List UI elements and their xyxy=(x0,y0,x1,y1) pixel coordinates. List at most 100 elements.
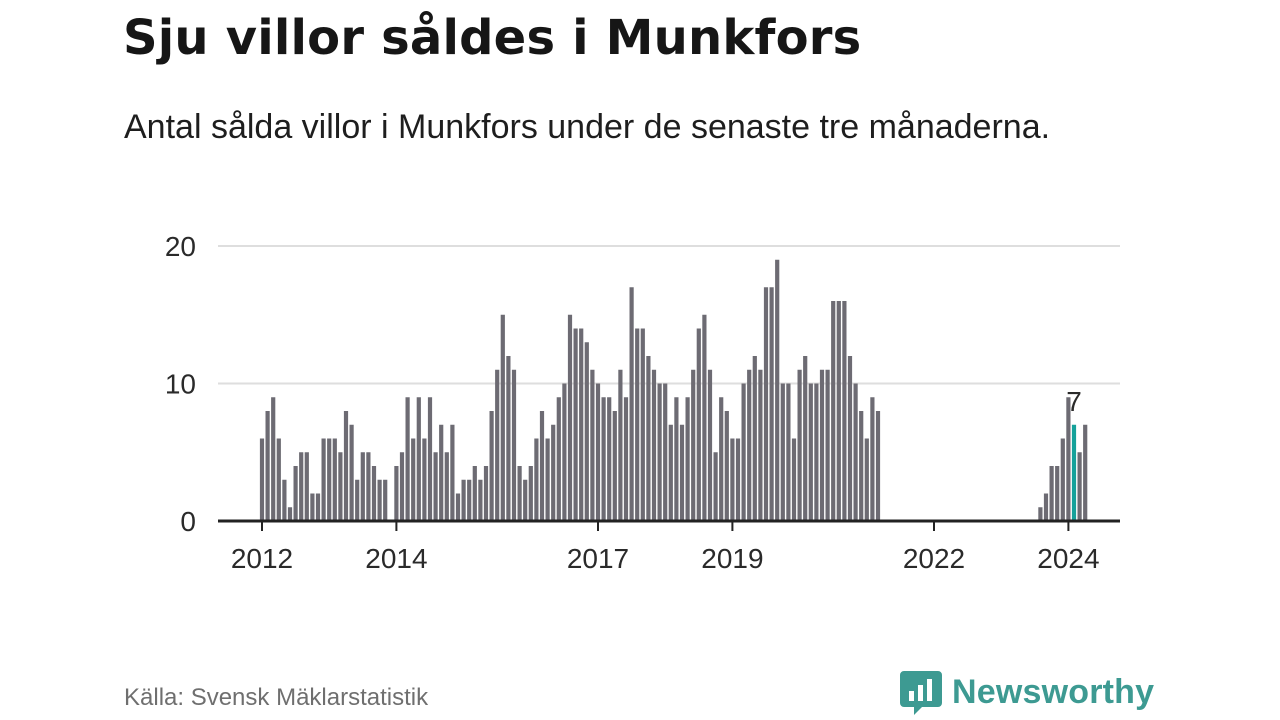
bar xyxy=(808,383,813,521)
bar xyxy=(786,383,791,521)
bar xyxy=(366,452,371,521)
bar xyxy=(299,452,304,521)
bar xyxy=(534,438,539,521)
bar xyxy=(1043,493,1049,521)
bar xyxy=(696,328,701,521)
bar xyxy=(394,466,399,521)
bar xyxy=(747,369,752,521)
bar xyxy=(500,314,505,521)
bar xyxy=(814,383,819,521)
x-tick-label-2019: 2019 xyxy=(701,543,763,574)
bar xyxy=(567,314,573,521)
bar xyxy=(864,438,869,521)
bar xyxy=(405,397,410,521)
x-tick-label-2022: 2022 xyxy=(903,543,965,574)
chart-subtitle: Antal sålda villor i Munkfors under de s… xyxy=(124,108,1051,146)
bar xyxy=(528,466,533,521)
bar xyxy=(724,411,729,521)
newsworthy-logo[interactable]: Newsworthy xyxy=(900,668,1154,716)
bar xyxy=(702,314,707,521)
chart-title: Sju villor såldes i Munkfors xyxy=(123,10,862,66)
bar xyxy=(355,479,360,521)
bar xyxy=(584,342,589,521)
bar xyxy=(489,411,494,521)
bar xyxy=(276,438,281,521)
bar xyxy=(612,411,617,521)
bar xyxy=(775,259,780,521)
bar xyxy=(383,479,388,521)
bar xyxy=(875,411,881,521)
bar xyxy=(640,328,645,521)
bar xyxy=(870,397,875,521)
bar xyxy=(769,287,774,521)
bar xyxy=(433,452,438,521)
bar xyxy=(377,479,382,521)
bar xyxy=(427,397,433,521)
bar xyxy=(1066,397,1071,521)
bar xyxy=(450,424,455,521)
bar xyxy=(517,466,522,521)
bar xyxy=(847,356,853,521)
bar xyxy=(679,424,685,521)
bar xyxy=(646,356,651,521)
newsworthy-logo-icon xyxy=(900,671,942,715)
bar xyxy=(371,466,377,521)
bar xyxy=(735,438,741,521)
bar xyxy=(819,369,825,521)
bar xyxy=(478,479,483,521)
bar xyxy=(271,397,276,521)
bar xyxy=(842,301,847,521)
y-tick-label-10: 10 xyxy=(165,369,196,400)
bar xyxy=(461,479,466,521)
bar xyxy=(287,507,293,521)
y-tick-label-20: 20 xyxy=(165,231,196,262)
bar xyxy=(467,479,472,521)
bar xyxy=(752,356,757,521)
bar xyxy=(713,452,718,521)
bar xyxy=(545,438,550,521)
bar xyxy=(1038,507,1043,521)
bar xyxy=(651,369,657,521)
bar xyxy=(741,383,746,521)
bar xyxy=(539,411,545,521)
bar xyxy=(399,452,405,521)
bar xyxy=(422,438,427,521)
bar xyxy=(310,493,315,521)
x-tick-label-2024: 2024 xyxy=(1037,543,1099,574)
bar xyxy=(573,328,578,521)
bar xyxy=(562,383,567,521)
bar xyxy=(556,397,561,521)
bar xyxy=(707,369,713,521)
bar xyxy=(332,438,337,521)
bar xyxy=(663,383,668,521)
bar xyxy=(623,397,629,521)
bar xyxy=(343,411,349,521)
bar xyxy=(265,411,270,521)
bar xyxy=(416,397,421,521)
bar xyxy=(859,411,864,521)
bar xyxy=(304,452,309,521)
bar xyxy=(758,369,763,521)
bar xyxy=(674,397,679,521)
bar xyxy=(607,397,612,521)
bar xyxy=(730,438,735,521)
bar xyxy=(825,369,830,521)
bar xyxy=(657,383,662,521)
bar xyxy=(579,328,584,521)
bar xyxy=(1077,452,1082,521)
bar xyxy=(349,424,354,521)
bar xyxy=(763,287,769,521)
bar-highlight xyxy=(1071,424,1077,521)
bar xyxy=(523,479,528,521)
bar xyxy=(601,397,606,521)
bar xyxy=(853,383,858,521)
bar xyxy=(338,452,343,521)
x-tick-label-2017: 2017 xyxy=(567,543,629,574)
bar xyxy=(1049,466,1054,521)
bar xyxy=(483,466,489,521)
bar xyxy=(455,493,461,521)
bar xyxy=(472,466,477,521)
bar xyxy=(685,397,690,521)
y-tick-label-0: 0 xyxy=(180,506,196,537)
